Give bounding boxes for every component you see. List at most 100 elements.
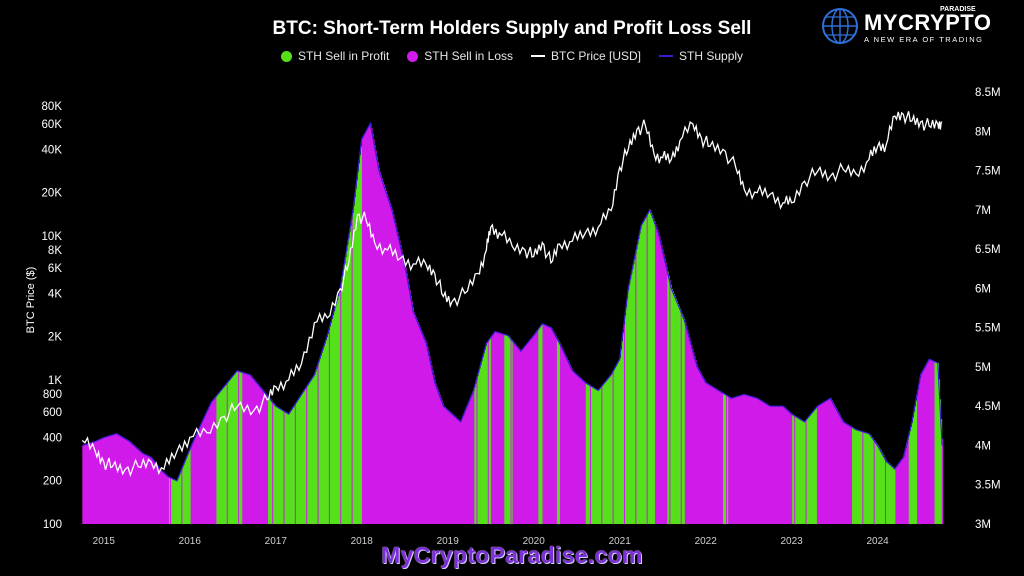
profit-bar xyxy=(810,414,813,524)
y-tick-left: 6K xyxy=(48,263,62,275)
profit-bar xyxy=(935,361,937,524)
profit-bar xyxy=(890,464,892,524)
loss-bar xyxy=(391,209,394,524)
loss-bar xyxy=(514,343,517,524)
loss-bar xyxy=(381,178,383,524)
loss-bar xyxy=(143,453,145,524)
loss-bar xyxy=(731,398,733,524)
loss-bar xyxy=(531,338,533,524)
loss-bar xyxy=(376,156,378,524)
loss-bar xyxy=(762,401,764,524)
loss-bar xyxy=(756,397,758,524)
loss-bar xyxy=(848,425,851,524)
logo-brand: MYCRYPTO xyxy=(864,10,992,35)
loss-bar xyxy=(705,382,707,524)
profit-bar xyxy=(172,478,174,524)
logo-paradise: PARADISE xyxy=(940,6,976,13)
profit-bar xyxy=(863,431,865,524)
loss-bar xyxy=(203,419,205,524)
loss-bar xyxy=(661,245,663,525)
profit-bar xyxy=(608,377,610,524)
profit-bar xyxy=(309,382,311,524)
profit-bar xyxy=(324,343,327,524)
profit-bar xyxy=(483,353,486,524)
loss-bar xyxy=(110,435,112,524)
loss-bar xyxy=(562,348,564,524)
profit-bar xyxy=(613,370,616,524)
profit-bar xyxy=(540,326,542,524)
loss-bar xyxy=(758,398,760,524)
logo-tagline: A NEW ERA OF TRADING xyxy=(864,35,984,44)
profit-bar xyxy=(912,417,915,524)
profit-bar xyxy=(285,412,287,524)
loss-bar xyxy=(408,284,410,524)
profit-bar xyxy=(683,318,686,524)
profit-bar xyxy=(477,376,479,524)
loss-bar xyxy=(452,414,455,524)
profit-bar xyxy=(217,394,219,524)
loss-bar xyxy=(196,433,199,524)
loss-bar xyxy=(464,413,466,524)
legend-label-profit: STH Sell in Profit xyxy=(297,49,390,63)
loss-bar xyxy=(393,218,396,524)
profit-bar xyxy=(651,215,654,524)
loss-bar xyxy=(537,330,539,524)
loss-bar xyxy=(584,382,587,524)
profit-bar xyxy=(671,288,673,524)
loss-bar xyxy=(732,398,734,524)
loss-bar xyxy=(654,223,657,524)
profit-bar xyxy=(674,296,676,524)
loss-bar xyxy=(145,454,147,524)
loss-bar xyxy=(425,342,428,524)
legend-item-profit[interactable]: STH Sell in Profit xyxy=(280,49,390,63)
loss-bar xyxy=(564,353,566,524)
profit-swatch xyxy=(280,50,292,62)
profit-bar xyxy=(814,409,817,524)
profit-bar xyxy=(647,213,650,524)
loss-bar xyxy=(904,452,907,524)
profit-bar xyxy=(937,362,940,524)
profit-bar xyxy=(178,477,180,524)
profit-bar xyxy=(796,416,798,524)
loss-bar xyxy=(472,393,474,524)
legend-item-loss[interactable]: STH Sell in Loss xyxy=(407,49,513,63)
profit-bar xyxy=(590,386,593,524)
profit-bar xyxy=(338,295,340,524)
loss-bar xyxy=(328,329,331,524)
x-tick: 2017 xyxy=(265,536,288,547)
loss-bar xyxy=(116,433,118,524)
profit-bar xyxy=(876,444,879,524)
y-tick-right: 6.5M xyxy=(975,244,1001,256)
loss-bar xyxy=(379,172,381,524)
loss-bar xyxy=(526,343,529,524)
loss-bar xyxy=(896,466,898,524)
loss-bar xyxy=(431,365,433,524)
profit-bar xyxy=(591,386,594,524)
profit-bar xyxy=(357,171,360,524)
loss-bar xyxy=(576,374,578,524)
legend-item-price[interactable]: BTC Price [USD] xyxy=(531,49,641,63)
loss-bar xyxy=(261,389,264,524)
profit-bar xyxy=(648,211,651,524)
loss-bar xyxy=(751,396,754,524)
profit-bar xyxy=(511,339,513,524)
loss-bar xyxy=(701,374,703,524)
profit-bar xyxy=(239,371,241,524)
profit-bar xyxy=(724,393,726,524)
profit-bar xyxy=(280,409,282,524)
loss-bar xyxy=(707,383,709,524)
profit-bar xyxy=(797,417,799,524)
loss-bar xyxy=(748,395,751,524)
profit-bar xyxy=(725,394,727,524)
profit-bar xyxy=(352,212,355,524)
legend: STH Sell in Profit STH Sell in Loss BTC … xyxy=(0,49,1024,63)
loss-bar xyxy=(94,441,97,524)
loss-bar xyxy=(181,469,183,524)
profit-bar xyxy=(225,384,228,524)
loss-bar xyxy=(560,344,562,524)
loss-bar xyxy=(428,355,431,524)
loss-bar xyxy=(933,361,935,524)
loss-bar xyxy=(388,200,391,524)
legend-item-supply[interactable]: STH Supply xyxy=(659,49,743,63)
loss-bar xyxy=(399,240,401,525)
